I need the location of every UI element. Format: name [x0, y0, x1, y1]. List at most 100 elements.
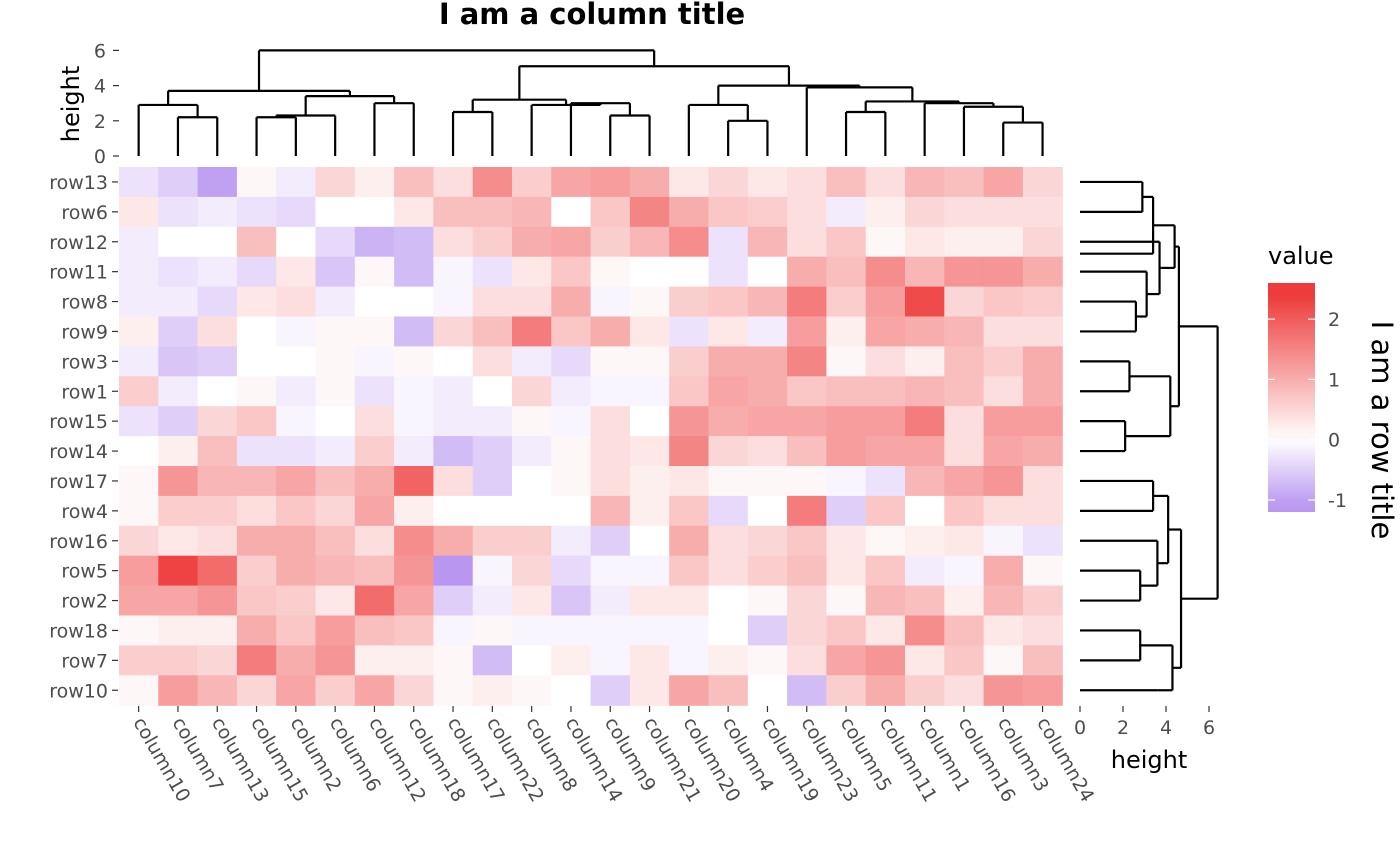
heatmap-cell: [944, 316, 985, 347]
heatmap-cell: [236, 585, 277, 617]
heatmap-cell: [236, 645, 277, 676]
heatmap-cell: [708, 286, 749, 318]
heatmap-cell: [276, 555, 317, 587]
heatmap-cell: [119, 286, 159, 318]
heatmap-cell: [512, 675, 552, 706]
heatmap-cell: [512, 226, 552, 258]
heatmap-cell: [905, 346, 945, 377]
heatmap-cell: [629, 286, 670, 318]
row-label: row18: [49, 620, 108, 642]
heatmap-cell: [708, 585, 749, 617]
heatmap-cell: [354, 555, 395, 587]
heatmap-cell: [669, 555, 710, 587]
heatmap-cell: [944, 406, 985, 437]
heatmap-cell: [512, 525, 552, 557]
heatmap-cell: [472, 167, 513, 198]
heatmap-cell: [315, 376, 356, 407]
heatmap-cell: [236, 525, 277, 557]
heatmap-cell: [512, 167, 552, 198]
heatmap-cell: [590, 525, 631, 557]
row-label: row17: [49, 471, 108, 493]
heatmap-cell: [119, 675, 159, 706]
heatmap-cell: [551, 286, 592, 318]
heatmap-cell: [747, 256, 788, 288]
heatmap-cell: [787, 346, 827, 377]
heatmap-cell: [276, 376, 317, 407]
heatmap-cell: [197, 585, 238, 617]
heatmap-cell: [394, 376, 434, 407]
heatmap-cell: [433, 316, 474, 347]
heatmap-cell: [905, 466, 945, 497]
heatmap-cell: [826, 436, 867, 467]
heatmap-cell: [629, 226, 670, 258]
heatmap-cell: [315, 525, 356, 557]
heatmap-cell: [354, 495, 395, 527]
heatmap-cell: [433, 346, 474, 377]
heatmap-cell: [944, 615, 985, 646]
heatmap-cell: [354, 196, 395, 228]
heatmap-cell: [669, 675, 710, 706]
heatmap-cell: [747, 316, 788, 347]
heatmap-cell: [197, 286, 238, 318]
heatmap-cell: [629, 406, 670, 437]
heatmap-cell: [629, 466, 670, 497]
heatmap-cell: [708, 615, 749, 646]
heatmap-cell: [944, 495, 985, 527]
heatmap-cell: [944, 585, 985, 617]
heatmap-cell: [983, 466, 1024, 497]
heatmap-cell: [905, 376, 945, 407]
heatmap-cell: [394, 346, 434, 377]
heatmap-cell: [865, 286, 906, 318]
heatmap-cell: [354, 436, 395, 467]
heatmap-cell: [551, 675, 592, 706]
heatmap-cell: [1022, 555, 1063, 587]
heatmap-cell: [276, 316, 317, 347]
heatmap-cell: [394, 466, 434, 497]
heatmap-cell: [512, 376, 552, 407]
heatmap-cell: [551, 226, 592, 258]
heatmap-cell: [747, 585, 788, 617]
heatmap-cell: [983, 555, 1024, 587]
heatmap-cell: [983, 645, 1024, 676]
heatmap-cell: [629, 436, 670, 467]
row-label: row5: [61, 561, 108, 583]
heatmap-cell: [590, 555, 631, 587]
heatmap-cell: [433, 555, 474, 587]
heatmap-cell: [944, 376, 985, 407]
heatmap-cell: [394, 675, 434, 706]
heatmap-cell: [787, 316, 827, 347]
heatmap-cell: [983, 286, 1024, 318]
heatmap-cell: [590, 406, 631, 437]
row-label: row7: [61, 650, 108, 672]
heatmap-cell: [433, 495, 474, 527]
heatmap-cell: [708, 495, 749, 527]
heatmap-cell: [158, 645, 199, 676]
heatmap-cell: [197, 615, 238, 646]
heatmap-cell: [905, 406, 945, 437]
heatmap-cell: [119, 256, 159, 288]
heatmap-cell: [551, 495, 592, 527]
heatmap-cell: [865, 615, 906, 646]
heatmap-cell: [354, 286, 395, 318]
heatmap-cell: [512, 466, 552, 497]
row-dendrogram-tick-label: 0: [1074, 717, 1086, 739]
heatmap-cell: [787, 226, 827, 258]
heatmap-cell: [354, 675, 395, 706]
heatmap-cell: [472, 286, 513, 318]
heatmap-cell: [551, 466, 592, 497]
heatmap-cell: [433, 615, 474, 646]
heatmap-cell: [905, 436, 945, 467]
heatmap-cell: [629, 346, 670, 377]
heatmap-cell: [905, 167, 945, 198]
row-label: row4: [61, 501, 108, 523]
heatmap-cell: [669, 525, 710, 557]
heatmap-cell: [354, 226, 395, 258]
heatmap-cell: [747, 495, 788, 527]
heatmap-cell: [354, 316, 395, 347]
heatmap-cell: [708, 226, 749, 258]
heatmap-cell: [865, 645, 906, 676]
heatmap-cell: [197, 226, 238, 258]
heatmap-cell: [276, 346, 317, 377]
row-label: row15: [49, 411, 108, 433]
heatmap-cell: [787, 495, 827, 527]
